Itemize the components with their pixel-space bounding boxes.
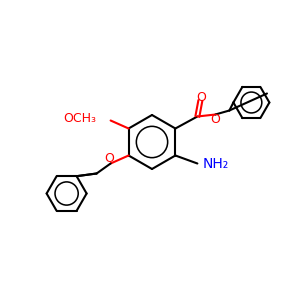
Text: O: O: [105, 152, 115, 165]
Text: O: O: [210, 113, 220, 126]
Text: O: O: [196, 91, 206, 104]
Text: OCH₃: OCH₃: [64, 112, 97, 125]
Text: NH₂: NH₂: [202, 157, 229, 170]
